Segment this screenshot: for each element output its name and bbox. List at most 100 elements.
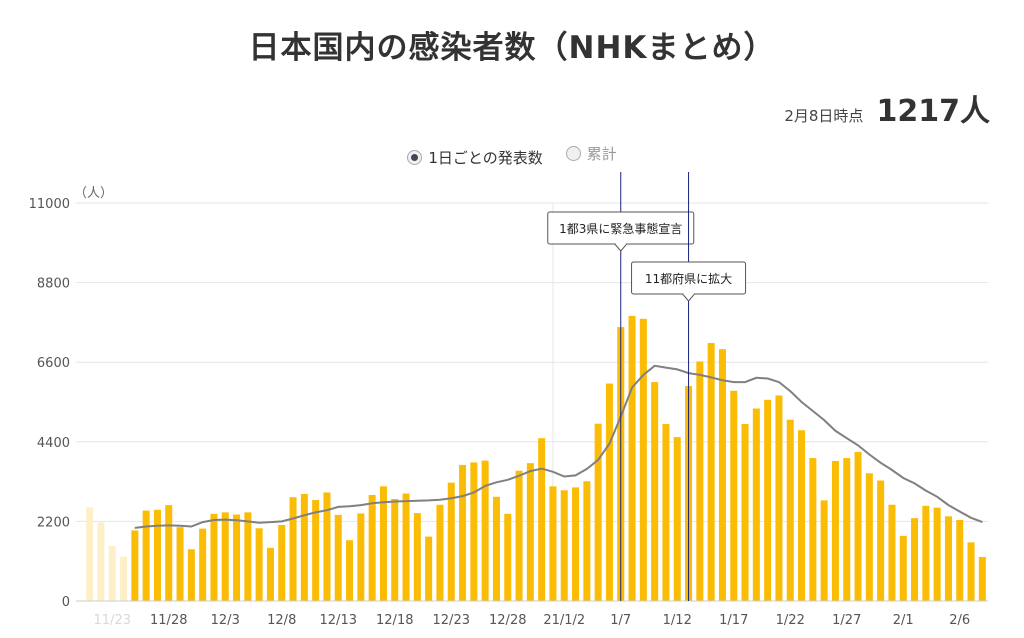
bar — [628, 315, 636, 601]
bar — [481, 460, 489, 601]
x-tick-label: 1/27 — [832, 613, 861, 628]
bar — [877, 480, 885, 601]
bar — [809, 458, 817, 601]
x-tick-label: 21/1/2 — [543, 613, 585, 628]
bar — [944, 516, 952, 601]
x-tick-label: 12/3 — [211, 613, 240, 628]
bar — [526, 463, 534, 601]
as-of-date: 2月8日時点 — [784, 107, 864, 125]
bar — [278, 525, 286, 601]
bar — [346, 540, 354, 601]
bar — [492, 496, 500, 601]
bar — [888, 504, 896, 601]
x-tick-label: 1/17 — [719, 613, 748, 628]
bar — [436, 504, 444, 601]
bar — [572, 487, 580, 601]
bar — [504, 513, 512, 601]
bar — [831, 460, 839, 601]
bar — [86, 507, 94, 601]
y-tick-label: 11000 — [29, 197, 70, 212]
y-tick-label: 4400 — [37, 436, 70, 451]
bar — [956, 519, 964, 601]
bar — [379, 486, 387, 601]
bar — [594, 423, 602, 601]
x-tick-label: 12/23 — [433, 613, 470, 628]
x-tick-label: 11/28 — [150, 613, 187, 628]
bar — [775, 395, 783, 601]
y-axis-label: （人） — [74, 186, 113, 201]
bar — [391, 498, 399, 601]
toggle-cumulative[interactable]: 累計 — [565, 143, 617, 164]
bar — [933, 507, 941, 601]
bar — [108, 546, 116, 601]
x-tick-label: 12/8 — [267, 613, 296, 628]
view-toggle: 1日ごとの発表数 累計 — [0, 143, 1024, 168]
radio-cumulative-icon[interactable] — [565, 146, 581, 161]
bar — [425, 536, 433, 601]
bar — [583, 481, 591, 601]
latest-count: 1217人 — [876, 94, 991, 129]
bar — [786, 419, 794, 601]
bar — [707, 343, 715, 601]
y-tick-label: 2200 — [37, 515, 70, 530]
bar — [798, 430, 806, 601]
bar — [199, 528, 207, 601]
y-tick-label: 8800 — [37, 277, 70, 292]
bar — [911, 518, 919, 601]
bar — [413, 513, 421, 601]
bar — [741, 424, 749, 601]
bar — [639, 318, 647, 601]
x-tick-label: 2/1 — [893, 613, 914, 628]
bar — [153, 509, 161, 601]
event-callout-pointer — [681, 293, 696, 302]
x-tick-label: 12/13 — [320, 613, 357, 628]
bar — [549, 486, 557, 601]
bar — [459, 464, 467, 601]
bar — [696, 361, 704, 601]
bar — [673, 437, 681, 601]
event-callout-pointer — [613, 243, 628, 252]
bar — [221, 512, 229, 601]
event-callout-label: 11都府県に拡大 — [645, 271, 732, 286]
bar — [978, 556, 986, 601]
bar — [131, 530, 139, 601]
event-callout-label: 1都3県に緊急事態宣言 — [559, 221, 682, 236]
x-tick-label: 2/6 — [949, 613, 970, 628]
bar — [120, 556, 128, 601]
bar — [843, 458, 851, 601]
toggle-daily-label: 1日ごとの発表数 — [428, 149, 543, 167]
bar — [764, 399, 772, 601]
bar — [967, 542, 975, 601]
bar — [244, 512, 252, 601]
page-title: 日本国内の感染者数（NHKまとめ） — [248, 30, 776, 66]
bar — [538, 438, 546, 601]
as-of-summary: 2月8日時点 1217人 — [784, 86, 990, 130]
radio-daily-icon[interactable] — [407, 150, 423, 165]
bar — [323, 492, 331, 601]
bar — [752, 408, 760, 601]
y-tick-label: 6600 — [37, 356, 70, 371]
bar — [255, 528, 263, 601]
bar — [560, 490, 568, 601]
bar — [289, 497, 297, 601]
bar — [312, 500, 320, 601]
bar — [515, 470, 523, 601]
bar — [718, 349, 726, 601]
bar — [300, 493, 308, 601]
bar — [176, 527, 184, 601]
toggle-daily[interactable]: 1日ごとの発表数 — [407, 147, 543, 168]
bar — [651, 382, 659, 601]
bar — [820, 500, 828, 601]
bar — [662, 424, 670, 601]
average-line — [134, 364, 983, 529]
bar — [233, 514, 241, 601]
bar — [899, 535, 907, 601]
bar — [730, 390, 738, 601]
x-tick-label: 12/28 — [489, 613, 526, 628]
bar — [447, 482, 455, 601]
bar — [334, 514, 342, 601]
x-tick-label: 12/18 — [376, 613, 413, 628]
x-tick-label: 1/22 — [776, 613, 805, 628]
bar — [402, 493, 410, 601]
